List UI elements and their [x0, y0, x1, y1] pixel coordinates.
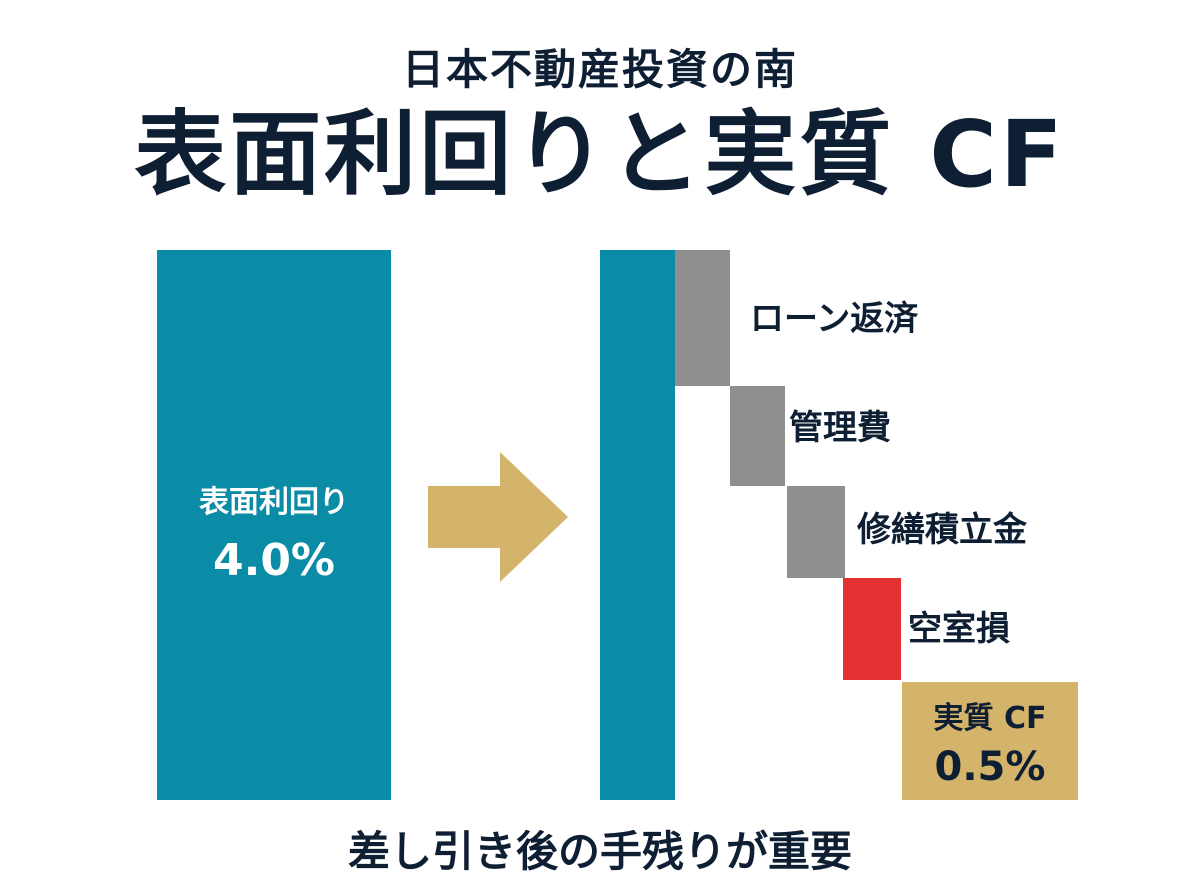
- net-cf-bar: [902, 682, 1078, 800]
- deduction-label-loan: ローン返済: [750, 299, 919, 339]
- deduction-bar-management: [730, 386, 785, 486]
- deduction-bar-loan: [675, 250, 730, 386]
- gross-yield-label: 表面利回り: [199, 485, 349, 520]
- gross-yield-value: 4.0%: [213, 535, 335, 586]
- net-cf-label: 実質 CF: [934, 701, 1047, 736]
- deduction-label-management: 管理費: [789, 408, 891, 448]
- chart-subtitle: 日本不動産投資の南: [401, 45, 798, 94]
- gross-yield-bar: [157, 250, 391, 800]
- right-arrow-icon: [428, 452, 568, 582]
- deduction-bar-vacancy: [843, 578, 901, 680]
- deduction-label-repair: 修繕積立金: [856, 510, 1028, 550]
- deduction-label-vacancy: 空室損: [908, 609, 1010, 649]
- waterfall-start-bar: [600, 250, 675, 800]
- net-cf-value: 0.5%: [935, 744, 1046, 790]
- deduction-bar-repair: [787, 486, 845, 578]
- chart-title: 表面利回りと実質 CF: [134, 101, 1066, 208]
- chart-footer-caption: 差し引き後の手残りが重要: [347, 827, 852, 876]
